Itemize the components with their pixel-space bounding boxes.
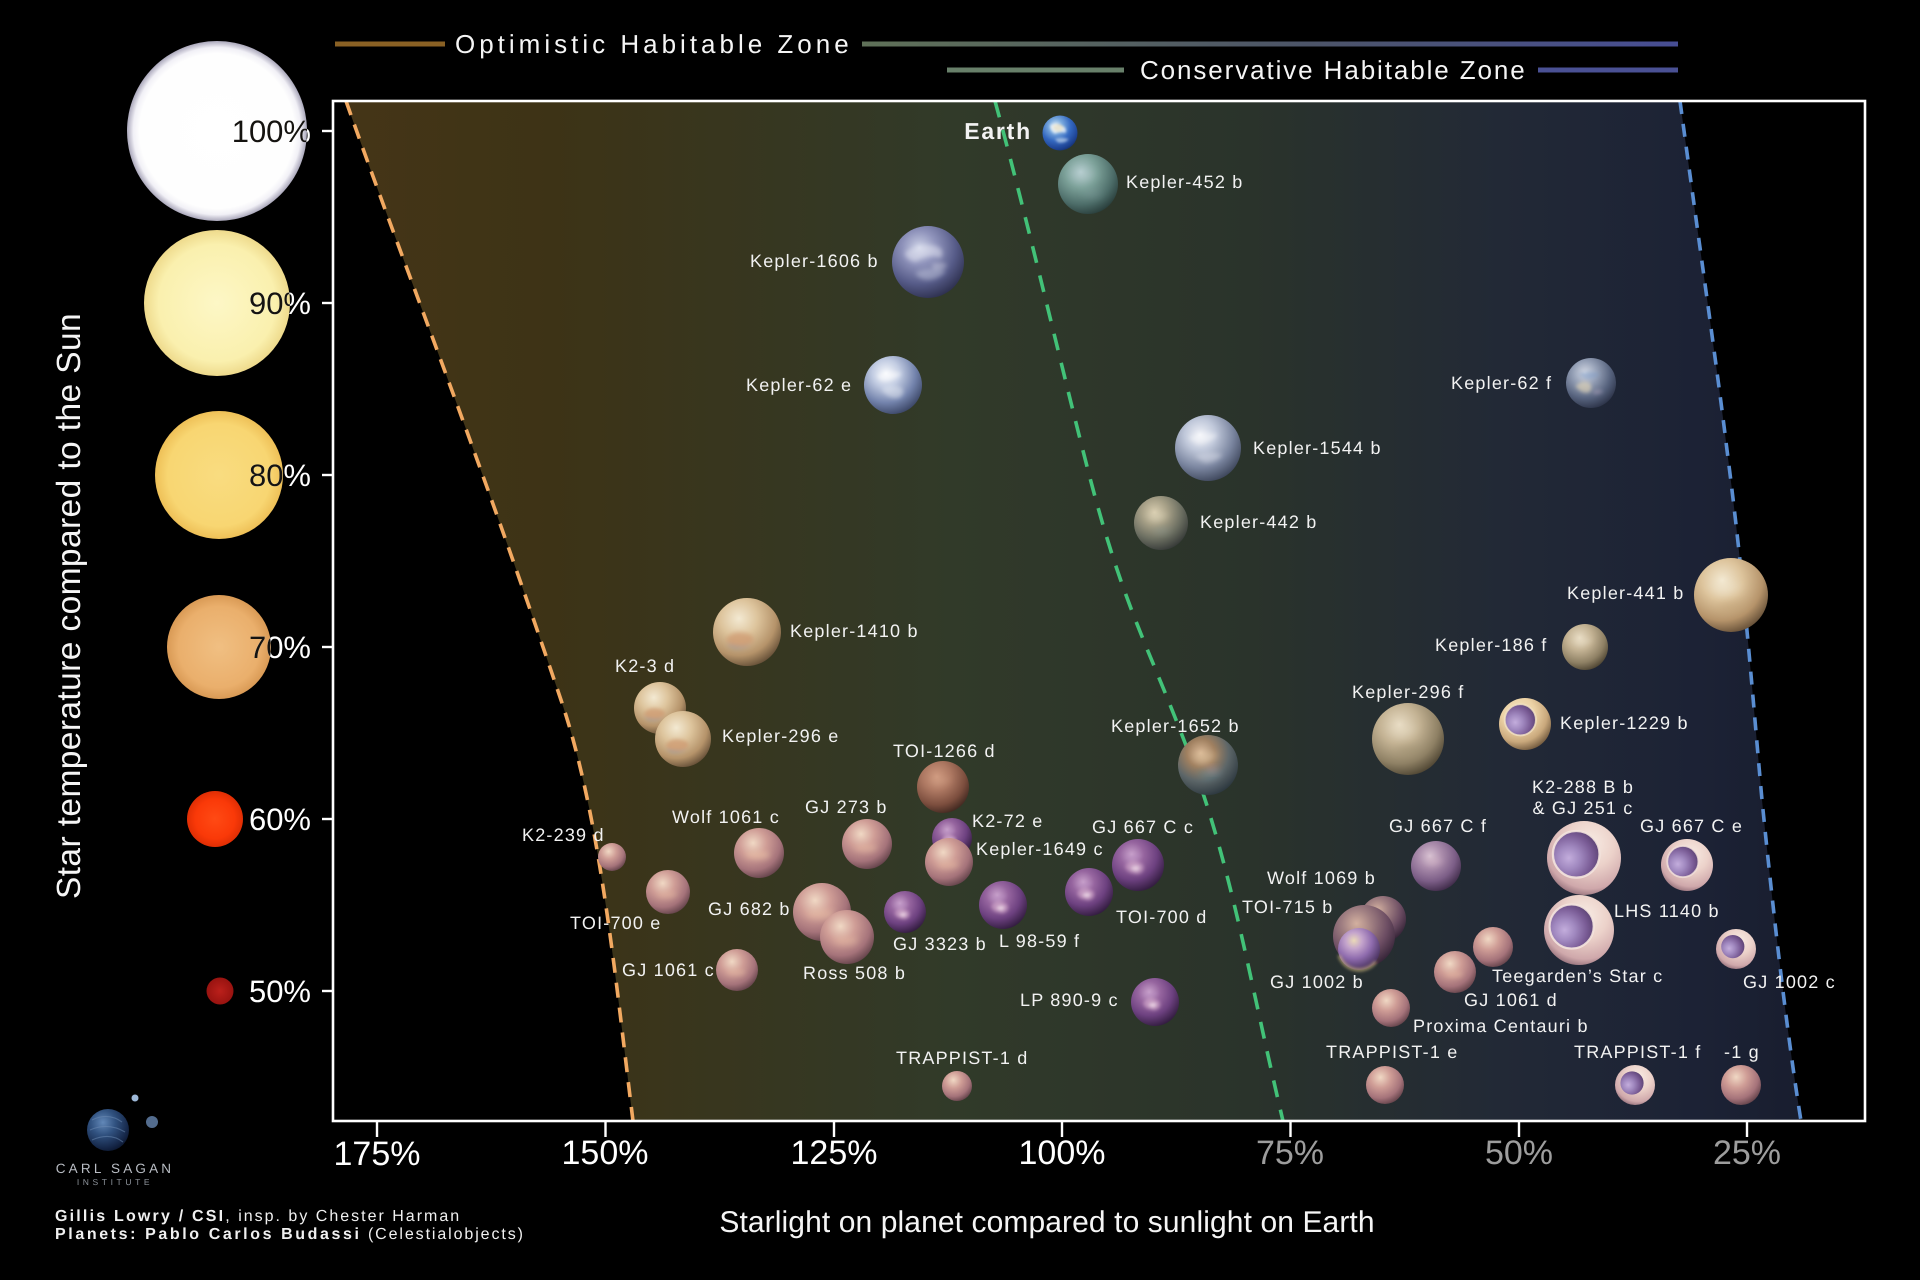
svg-text:Kepler-1649 c: Kepler-1649 c (976, 839, 1104, 859)
svg-text:TRAPPIST-1 e: TRAPPIST-1 e (1326, 1042, 1458, 1062)
svg-text:90%: 90% (249, 286, 311, 321)
svg-text:CARL SAGAN: CARL SAGAN (56, 1161, 175, 1176)
svg-text:70%: 70% (249, 630, 311, 665)
svg-text:GJ 3323 b: GJ 3323 b (893, 934, 987, 954)
svg-text:Ross 508 b: Ross 508 b (803, 963, 906, 983)
svg-text:Star temperature compared to t: Star temperature compared to the Sun (51, 313, 88, 899)
svg-text:80%: 80% (249, 458, 311, 493)
svg-text:TOI-1266 d: TOI-1266 d (893, 741, 996, 761)
svg-text:GJ 667 C f: GJ 667 C f (1389, 816, 1487, 836)
svg-text:TOI-715 b: TOI-715 b (1242, 897, 1334, 917)
svg-text:GJ 667 C e: GJ 667 C e (1640, 816, 1743, 836)
svg-text:-1 g: -1 g (1724, 1042, 1760, 1062)
svg-text:GJ 667 C c: GJ 667 C c (1092, 817, 1194, 837)
svg-text:Gillis Lowry / CSI, insp. by C: Gillis Lowry / CSI, insp. by Chester Har… (55, 1208, 461, 1225)
svg-text:K2-239 d: K2-239 d (522, 825, 605, 845)
svg-text:90%: 90% (249, 286, 311, 321)
svg-text:Kepler-62 e: Kepler-62 e (746, 375, 852, 395)
svg-text:GJ 1061 c: GJ 1061 c (622, 960, 715, 980)
svg-text:Kepler-452 b: Kepler-452 b (1126, 172, 1243, 192)
svg-text:Wolf 1061 c: Wolf 1061 c (672, 807, 780, 827)
svg-text:Teegarden’s Star c: Teegarden’s Star c (1492, 966, 1663, 986)
svg-text:Proxima Centauri b: Proxima Centauri b (1413, 1016, 1589, 1036)
svg-text:Kepler-296 f: Kepler-296 f (1352, 682, 1464, 702)
svg-text:GJ 1061 d: GJ 1061 d (1464, 990, 1558, 1010)
svg-text:Kepler-296 e: Kepler-296 e (722, 726, 839, 746)
svg-text:Kepler-442 b: Kepler-442 b (1200, 512, 1317, 532)
svg-text:Kepler-186 f: Kepler-186 f (1435, 635, 1547, 655)
svg-text:INSTITUTE: INSTITUTE (77, 1177, 153, 1187)
svg-text:K2-3 d: K2-3 d (615, 656, 675, 676)
svg-text:TRAPPIST-1 f: TRAPPIST-1 f (1574, 1042, 1701, 1062)
svg-text:Planets: Pablo Carlos Budassi: Planets: Pablo Carlos Budassi (Celestial… (55, 1226, 525, 1243)
svg-text:TRAPPIST-1 d: TRAPPIST-1 d (896, 1048, 1028, 1068)
svg-text:K2-72 e: K2-72 e (972, 811, 1043, 831)
svg-text:150%: 150% (562, 1134, 649, 1172)
svg-text:LHS 1140 b: LHS 1140 b (1614, 901, 1720, 921)
svg-text:Kepler-1606 b: Kepler-1606 b (750, 251, 879, 271)
svg-text:& GJ 251 c: & GJ 251 c (1532, 798, 1633, 818)
svg-text:Kepler-1410 b: Kepler-1410 b (790, 621, 919, 641)
svg-text:Wolf 1069 b: Wolf 1069 b (1267, 868, 1376, 888)
svg-text:GJ 273 b: GJ 273 b (805, 797, 888, 817)
svg-text:Kepler-1229 b: Kepler-1229 b (1560, 713, 1689, 733)
svg-text:TOI-700 e: TOI-700 e (570, 913, 662, 933)
svg-text:50%: 50% (1485, 1134, 1553, 1172)
svg-text:Conservative Habitable Zone: Conservative Habitable Zone (1140, 55, 1527, 85)
svg-text:Optimistic Habitable Zone: Optimistic Habitable Zone (455, 29, 853, 59)
svg-text:70%: 70% (249, 630, 311, 665)
svg-text:Kepler-1544 b: Kepler-1544 b (1253, 438, 1382, 458)
svg-text:L 98-59 f: L 98-59 f (999, 931, 1080, 951)
svg-text:175%: 175% (334, 1135, 421, 1173)
svg-text:100%: 100% (1019, 1134, 1106, 1172)
svg-text:80%: 80% (249, 458, 311, 493)
svg-text:25%: 25% (1713, 1134, 1781, 1172)
svg-text:TOI-700 d: TOI-700 d (1116, 907, 1208, 927)
svg-text:Kepler-1652 b: Kepler-1652 b (1111, 716, 1240, 736)
svg-text:60%: 60% (249, 802, 311, 837)
svg-text:Kepler-62 f: Kepler-62 f (1451, 373, 1552, 393)
svg-text:GJ 1002 c: GJ 1002 c (1743, 972, 1836, 992)
svg-text:Earth: Earth (964, 118, 1032, 144)
svg-text:LP 890-9 c: LP 890-9 c (1020, 990, 1119, 1010)
svg-text:Kepler-441 b: Kepler-441 b (1567, 583, 1684, 603)
svg-text:K2-288 B b: K2-288 B b (1532, 777, 1634, 797)
svg-text:50%: 50% (249, 974, 311, 1009)
svg-text:100%: 100% (232, 114, 311, 149)
svg-text:GJ 682 b: GJ 682 b (708, 899, 791, 919)
svg-text:75%: 75% (1256, 1134, 1324, 1172)
svg-text:Starlight on planet compared t: Starlight on planet compared to sunlight… (719, 1206, 1374, 1239)
svg-text:125%: 125% (791, 1134, 878, 1172)
svg-text:100%: 100% (232, 114, 311, 149)
svg-text:GJ 1002 b: GJ 1002 b (1270, 972, 1364, 992)
